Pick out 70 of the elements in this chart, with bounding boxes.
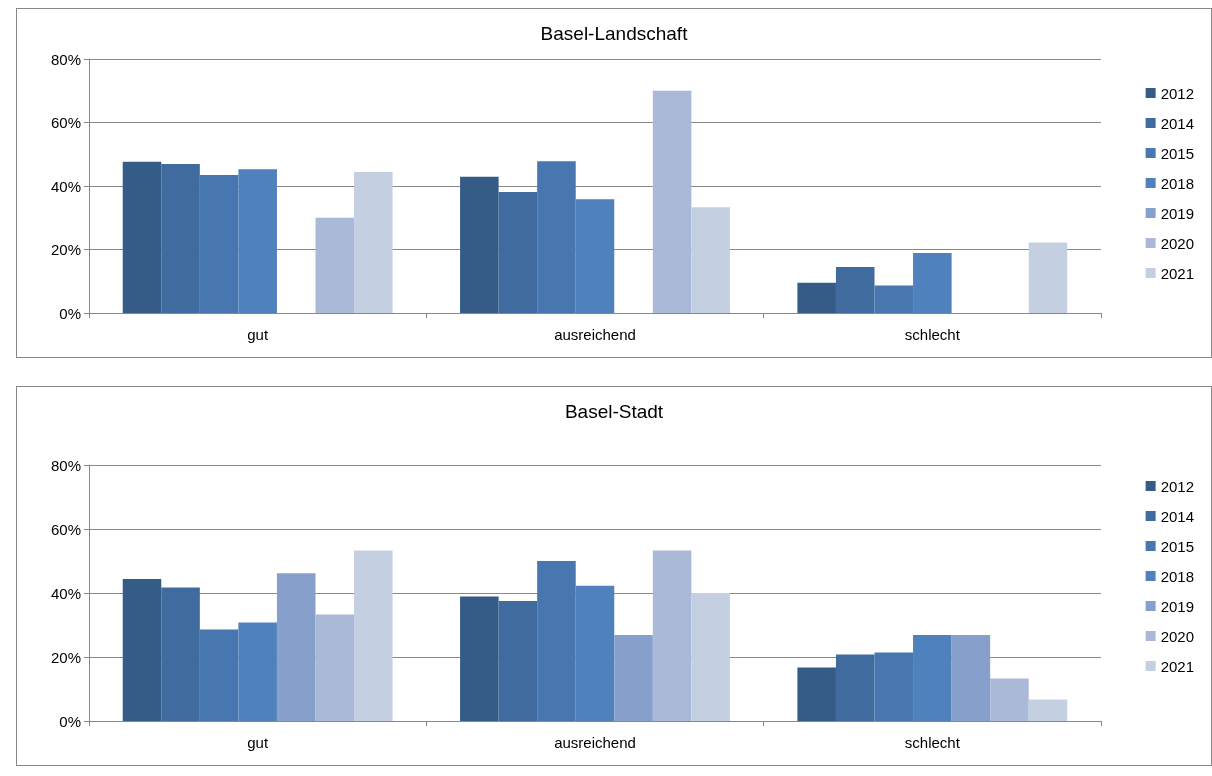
legend-label: 2014 <box>1160 114 1195 132</box>
legend-label: 2021 <box>1160 657 1195 675</box>
y-tick-label: 0% <box>59 304 81 322</box>
bar <box>575 585 615 721</box>
bar <box>652 90 692 313</box>
legend-label: 2012 <box>1160 477 1195 495</box>
x-tick-label: ausreichend <box>554 734 636 751</box>
bar <box>797 667 836 721</box>
bar <box>835 266 875 313</box>
bar <box>835 654 875 721</box>
bar <box>122 161 162 313</box>
bar <box>460 596 499 721</box>
bar <box>951 634 991 721</box>
y-tick-label: 60% <box>50 114 81 131</box>
bar <box>691 207 730 313</box>
y-tick-label: 40% <box>50 584 81 602</box>
bar <box>238 169 277 313</box>
bar <box>315 217 355 313</box>
chart-title: Basel-Landschaft <box>540 23 689 44</box>
legend-label: 2020 <box>1160 234 1195 252</box>
chart-title: Basel-Stadt <box>564 401 664 422</box>
y-tick-label: 80% <box>50 50 81 68</box>
bar <box>276 573 316 721</box>
y-tick-label: 20% <box>50 648 81 666</box>
bar <box>537 561 576 721</box>
legend-label: 2012 <box>1160 84 1195 102</box>
legend-label: 2020 <box>1160 627 1195 645</box>
bar <box>315 614 355 721</box>
bar <box>498 192 538 313</box>
bar <box>1028 242 1068 313</box>
bar <box>874 652 914 721</box>
bar <box>199 629 239 721</box>
bar <box>913 634 952 721</box>
legend-label: 2019 <box>1160 204 1195 222</box>
x-tick-label: gut <box>247 326 269 343</box>
y-tick-label: 20% <box>50 241 81 258</box>
x-tick-label: gut <box>247 734 269 751</box>
y-tick-label: 60% <box>50 520 81 538</box>
bar <box>1028 699 1068 721</box>
bar <box>797 282 836 313</box>
bar <box>652 550 692 721</box>
bar <box>354 550 393 721</box>
legend-label: 2015 <box>1160 144 1195 162</box>
legend-label: 2018 <box>1160 567 1195 585</box>
bar <box>913 252 952 313</box>
bar <box>575 199 615 313</box>
y-tick-label: 80% <box>50 456 81 474</box>
legend-label: 2014 <box>1160 507 1195 525</box>
y-tick-label: 40% <box>50 177 81 195</box>
bar <box>460 176 499 313</box>
bar <box>122 578 162 721</box>
bar <box>238 622 277 721</box>
bar <box>498 601 538 721</box>
bar <box>691 593 730 721</box>
bar <box>614 634 653 721</box>
x-tick-label: ausreichend <box>554 326 636 343</box>
bar <box>161 164 200 313</box>
bar <box>354 172 393 313</box>
bar <box>537 161 576 313</box>
legend-label: 2015 <box>1160 537 1195 555</box>
y-tick-label: 0% <box>59 712 81 730</box>
legend-label: 2021 <box>1160 264 1195 282</box>
x-tick-label: schlecht <box>904 734 961 751</box>
x-tick-label: schlecht <box>904 326 961 343</box>
bar <box>874 285 914 313</box>
legend-label: 2018 <box>1160 174 1195 192</box>
legend-label: 2019 <box>1160 597 1195 615</box>
bar <box>161 587 200 721</box>
bar <box>199 174 239 313</box>
bar <box>990 678 1029 721</box>
